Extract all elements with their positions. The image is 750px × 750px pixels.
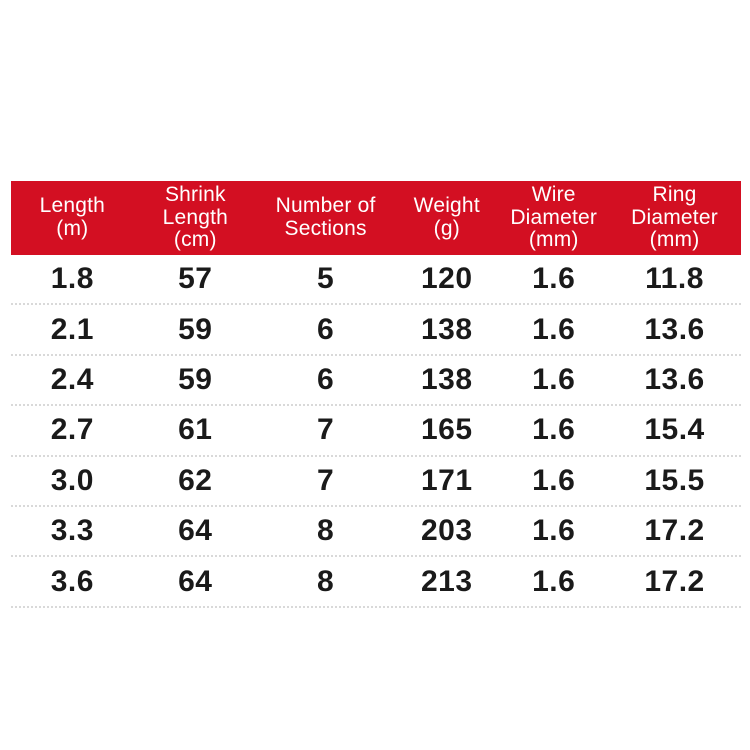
cell-ring-diameter: 15.4 [644,413,705,447]
cell-weight: 165 [420,413,473,447]
cell-weight: 120 [420,262,473,296]
cell-wire-diameter: 1.6 [532,413,576,447]
cell-sections: 7 [317,413,335,447]
cell-sections: 6 [317,312,335,346]
cell-wire-diameter: 1.6 [532,262,576,296]
cell-length: 3.3 [50,514,94,548]
cell-shrink-length: 64 [178,564,213,598]
cell-sections: 8 [317,564,335,598]
cell-weight: 138 [420,312,473,346]
cell-length: 3.6 [50,564,94,598]
table-row: 1.8 57 5 120 1.6 11.8 [11,255,741,306]
table-row: 3.0 62 7 171 1.6 15.5 [11,457,741,507]
cell-sections: 7 [317,463,335,497]
cell-ring-diameter: 11.8 [645,262,704,296]
table-row: 2.4 59 6 138 1.6 13.6 [11,356,741,407]
table-row: 2.7 61 7 165 1.6 15.4 [11,406,741,457]
cell-length: 1.8 [50,262,94,296]
cell-length: 3.0 [50,463,94,497]
cell-sections: 6 [317,362,335,396]
cell-sections: 5 [317,262,335,296]
cell-weight: 213 [420,564,473,598]
cell-ring-diameter: 13.6 [644,362,705,396]
cell-wire-diameter: 1.6 [532,362,576,396]
cell-weight: 138 [420,362,473,396]
table-row: 3.3 64 8 203 1.6 17.2 [11,507,741,558]
column-header-length: Length (m) [39,194,106,240]
cell-weight: 171 [420,463,473,497]
cell-wire-diameter: 1.6 [532,564,576,598]
cell-weight: 203 [420,514,473,548]
cell-ring-diameter: 17.2 [644,564,705,598]
column-header-ring-diameter: Ring Diameter (mm) [631,182,718,252]
table-row: 3.6 64 8 213 1.6 17.2 [11,557,741,608]
table-header: Length (m) Shrink Length (cm) Number of … [11,181,741,255]
cell-shrink-length: 62 [178,463,213,497]
cell-shrink-length: 61 [178,413,213,447]
cell-length: 2.7 [50,413,94,447]
column-header-weight: Weight (g) [413,194,480,240]
cell-ring-diameter: 17.2 [644,514,705,548]
cell-shrink-length: 59 [178,312,213,346]
cell-sections: 8 [317,514,335,548]
column-header-wire-diameter: Wire Diameter (mm) [510,182,598,252]
table-body: 1.8 57 5 120 1.6 11.8 2.1 59 6 138 1.6 1… [11,255,741,608]
spec-table: Length (m) Shrink Length (cm) Number of … [11,181,741,608]
column-header-sections: Number of Sections [275,194,376,240]
cell-wire-diameter: 1.6 [532,463,576,497]
cell-ring-diameter: 13.6 [644,312,705,346]
cell-wire-diameter: 1.6 [532,514,576,548]
table-row: 2.1 59 6 138 1.6 13.6 [11,305,741,356]
cell-length: 2.4 [50,362,94,396]
cell-shrink-length: 64 [178,514,213,548]
cell-ring-diameter: 15.5 [644,463,705,497]
cell-wire-diameter: 1.6 [532,312,576,346]
cell-shrink-length: 59 [178,362,213,396]
cell-length: 2.1 [50,312,94,346]
column-header-shrink-length: Shrink Length (cm) [162,182,229,252]
cell-shrink-length: 57 [178,262,213,296]
